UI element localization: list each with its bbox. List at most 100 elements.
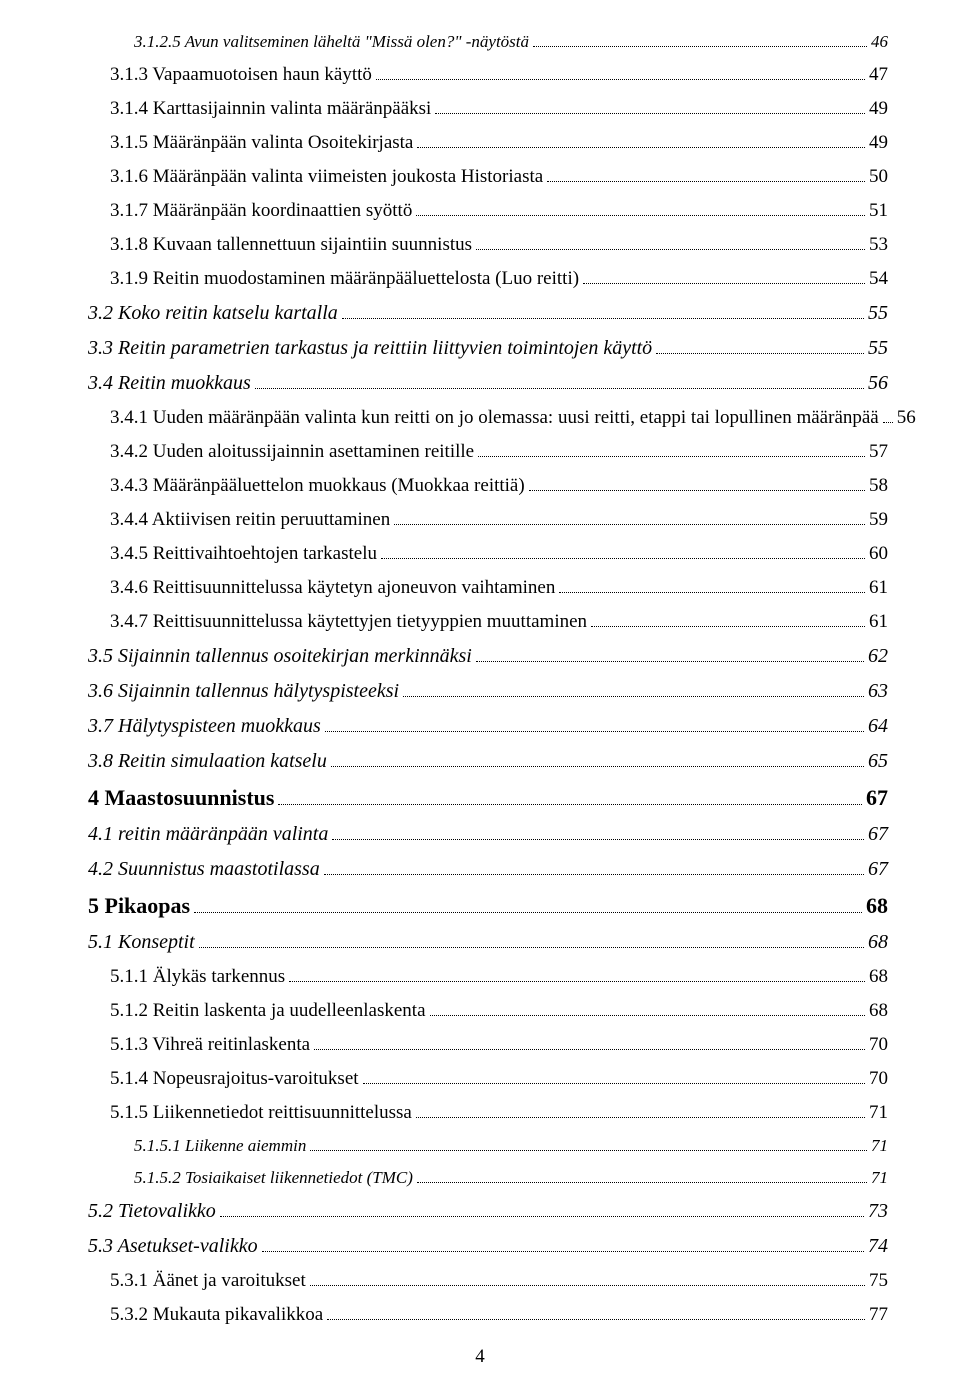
toc-entry-page: 70 — [869, 1068, 888, 1090]
toc-leader-dots — [533, 46, 867, 47]
toc-leader-dots — [310, 1285, 865, 1286]
toc-entry: 3.1.9 Reitin muodostaminen määränpääluet… — [110, 268, 888, 290]
toc-entry: 3.6 Sijainnin tallennus hälytyspisteeksi… — [88, 680, 888, 703]
toc-entry-page: 51 — [869, 200, 888, 222]
toc-entry-title: 5 Pikaopas — [88, 893, 190, 919]
toc-leader-dots — [416, 215, 865, 216]
toc-entry: 5.2 Tietovalikko73 — [88, 1200, 888, 1223]
toc-entry-title: 5.1.2 Reitin laskenta ja uudelleenlasken… — [110, 1000, 426, 1022]
toc-entry-title: 5.1.1 Älykäs tarkennus — [110, 966, 285, 988]
toc-entry-page: 68 — [866, 893, 888, 919]
toc-leader-dots — [381, 558, 865, 559]
toc-leader-dots — [591, 626, 865, 627]
toc-entry-title: 5.3.2 Mukauta pikavalikkoa — [110, 1304, 323, 1326]
toc-entry-page: 73 — [868, 1200, 888, 1223]
toc-entry-title: 3.4.7 Reittisuunnittelussa käytettyjen t… — [110, 611, 587, 633]
toc-entry-page: 71 — [871, 1168, 888, 1188]
toc-leader-dots — [478, 456, 865, 457]
toc-entry: 3.4.4 Aktiivisen reitin peruuttaminen59 — [110, 509, 888, 531]
toc-entry: 3.1.2.5 Avun valitseminen läheltä "Missä… — [134, 32, 888, 52]
toc-leader-dots — [220, 1216, 864, 1217]
toc-entry: 3.1.3 Vapaamuotoisen haun käyttö 47 — [110, 64, 888, 86]
toc-leader-dots — [430, 1015, 865, 1016]
toc-entry-page: 55 — [868, 337, 888, 360]
toc-entry: 5.1.1 Älykäs tarkennus68 — [110, 966, 888, 988]
toc-leader-dots — [262, 1251, 864, 1252]
toc-entry-title: 3.4.3 Määränpääluettelon muokkaus (Muokk… — [110, 475, 525, 497]
toc-entry-title: 3.7 Hälytyspisteen muokkaus — [88, 715, 321, 738]
table-of-contents: 3.1.2.5 Avun valitseminen läheltä "Missä… — [72, 32, 888, 1326]
toc-entry: 3.4.3 Määränpääluettelon muokkaus (Muokk… — [110, 475, 888, 497]
toc-entry-title: 3.4.2 Uuden aloitussijainnin asettaminen… — [110, 441, 474, 463]
toc-entry-title: 3.8 Reitin simulaation katselu — [88, 750, 327, 773]
toc-entry: 3.2 Koko reitin katselu kartalla55 — [88, 302, 888, 325]
toc-entry-page: 49 — [869, 132, 888, 154]
toc-entry-page: 71 — [871, 1136, 888, 1156]
toc-entry-page: 60 — [869, 543, 888, 565]
toc-entry-title: 3.4.1 Uuden määränpään valinta kun reitt… — [110, 407, 879, 429]
toc-entry-page: 55 — [868, 302, 888, 325]
toc-leader-dots — [416, 1117, 865, 1118]
toc-entry-page: 61 — [869, 577, 888, 599]
toc-entry-title: 3.1.9 Reitin muodostaminen määränpääluet… — [110, 268, 579, 290]
toc-entry: 5.1.5.2 Tosiaikaiset liikennetiedot (TMC… — [134, 1168, 888, 1188]
toc-entry-title: 4.1 reitin määränpään valinta — [88, 823, 328, 846]
toc-leader-dots — [559, 592, 865, 593]
toc-entry: 3.1.4 Karttasijainnin valinta määränpääk… — [110, 98, 888, 120]
toc-entry-page: 63 — [868, 680, 888, 703]
toc-entry-page: 50 — [869, 166, 888, 188]
toc-entry-page: 68 — [868, 931, 888, 954]
toc-leader-dots — [583, 283, 865, 284]
toc-entry-title: 3.1.7 Määränpään koordinaattien syöttö — [110, 200, 412, 222]
toc-entry: 3.8 Reitin simulaation katselu 65 — [88, 750, 888, 773]
toc-entry: 3.1.7 Määränpään koordinaattien syöttö 51 — [110, 200, 888, 222]
toc-entry-page: 53 — [869, 234, 888, 256]
toc-leader-dots — [417, 147, 865, 148]
toc-entry-title: 3.1.4 Karttasijainnin valinta määränpääk… — [110, 98, 431, 120]
toc-entry-page: 65 — [868, 750, 888, 773]
toc-entry: 3.5 Sijainnin tallennus osoitekirjan mer… — [88, 645, 888, 668]
toc-entry-title: 3.1.5 Määränpään valinta Osoitekirjasta — [110, 132, 413, 154]
toc-entry-page: 58 — [869, 475, 888, 497]
toc-entry-title: 3.1.3 Vapaamuotoisen haun käyttö — [110, 64, 372, 86]
toc-entry-page: 75 — [869, 1270, 888, 1292]
toc-leader-dots — [547, 181, 865, 182]
toc-entry: 3.4.6 Reittisuunnittelussa käytetyn ajon… — [110, 577, 888, 599]
toc-leader-dots — [325, 731, 864, 732]
toc-entry-page: 67 — [866, 785, 888, 811]
toc-entry-page: 77 — [869, 1304, 888, 1326]
toc-entry-title: 3.4.5 Reittivaihtoehtojen tarkastelu — [110, 543, 377, 565]
toc-entry: 3.4.1 Uuden määränpään valinta kun reitt… — [110, 407, 888, 429]
toc-leader-dots — [255, 388, 864, 389]
toc-entry-page: 67 — [868, 823, 888, 846]
toc-entry: 4.1 reitin määränpään valinta 67 — [88, 823, 888, 846]
toc-entry: 3.1.5 Määränpään valinta Osoitekirjasta 4… — [110, 132, 888, 154]
toc-entry-title: 5.1 Konseptit — [88, 931, 195, 954]
toc-entry-page: 70 — [869, 1034, 888, 1056]
toc-entry-title: 3.4.6 Reittisuunnittelussa käytetyn ajon… — [110, 577, 555, 599]
toc-entry-page: 74 — [868, 1235, 888, 1258]
toc-entry-page: 49 — [869, 98, 888, 120]
toc-entry-page: 54 — [869, 268, 888, 290]
toc-entry-title: 3.3 Reitin parametrien tarkastus ja reit… — [88, 337, 652, 360]
toc-entry: 3.4 Reitin muokkaus56 — [88, 372, 888, 395]
document-page: 3.1.2.5 Avun valitseminen läheltä "Missä… — [0, 0, 960, 1396]
toc-entry-title: 5.1.3 Vihreä reitinlaskenta — [110, 1034, 310, 1056]
toc-entry-page: 68 — [869, 1000, 888, 1022]
toc-leader-dots — [476, 661, 864, 662]
toc-entry-title: 3.6 Sijainnin tallennus hälytyspisteeksi — [88, 680, 399, 703]
toc-entry-page: 67 — [868, 858, 888, 881]
toc-entry-title: 3.1.8 Kuvaan tallennettuun sijaintiin su… — [110, 234, 472, 256]
page-number: 4 — [475, 1346, 485, 1368]
toc-leader-dots — [289, 981, 865, 982]
toc-leader-dots — [376, 79, 865, 80]
toc-entry-title: 5.1.5.1 Liikenne aiemmin — [134, 1136, 306, 1156]
toc-leader-dots — [310, 1150, 867, 1151]
toc-leader-dots — [314, 1049, 865, 1050]
toc-entry: 3.1.8 Kuvaan tallennettuun sijaintiin su… — [110, 234, 888, 256]
toc-leader-dots — [403, 696, 864, 697]
toc-leader-dots — [332, 839, 864, 840]
toc-entry: 5.1.2 Reitin laskenta ja uudelleenlasken… — [110, 1000, 888, 1022]
toc-entry-page: 46 — [871, 32, 888, 52]
toc-entry-page: 47 — [869, 64, 888, 86]
